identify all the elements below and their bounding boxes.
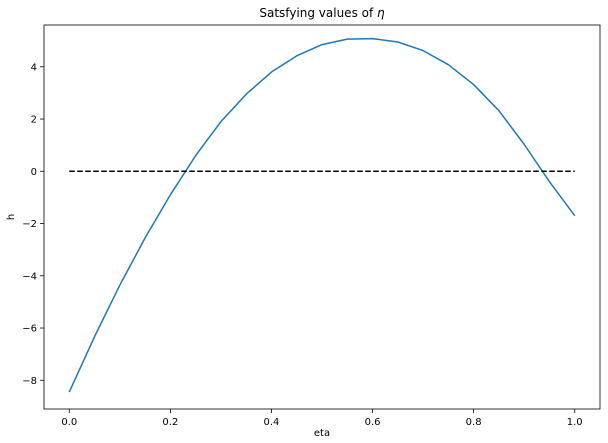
x-tick-label: 0.4 xyxy=(264,417,280,428)
y-tick-label: −6 xyxy=(22,324,37,335)
chart-title-symbol: η xyxy=(377,6,385,20)
series-lines xyxy=(68,37,576,393)
x-axis-label: eta xyxy=(314,428,330,439)
chart-title-text: Satsfying values of xyxy=(259,6,377,20)
y-tick-label: 2 xyxy=(31,115,37,126)
x-tick-label: 0.8 xyxy=(466,417,482,428)
x-tick-label: 0.6 xyxy=(365,417,381,428)
x-tick-label: 1.0 xyxy=(567,417,583,428)
axes: 0.0 0.2 0.4 0.6 0.8 1.0 −8 −6 −4 −2 0 2 4 xyxy=(22,62,582,428)
y-tick-label: −8 xyxy=(22,376,37,387)
y-tick-label: 0 xyxy=(31,167,37,178)
y-axis-label: h xyxy=(6,214,17,220)
x-tick-label: 0.0 xyxy=(61,417,77,428)
chart-title: Satsfying values of η xyxy=(259,6,385,20)
x-tick-label: 0.2 xyxy=(162,417,178,428)
plot-frame xyxy=(43,24,601,410)
y-tick-label: −2 xyxy=(22,219,37,230)
y-tick-label: 4 xyxy=(31,62,37,73)
y-tick-label: −4 xyxy=(22,271,37,282)
h-curve-line xyxy=(68,37,576,393)
